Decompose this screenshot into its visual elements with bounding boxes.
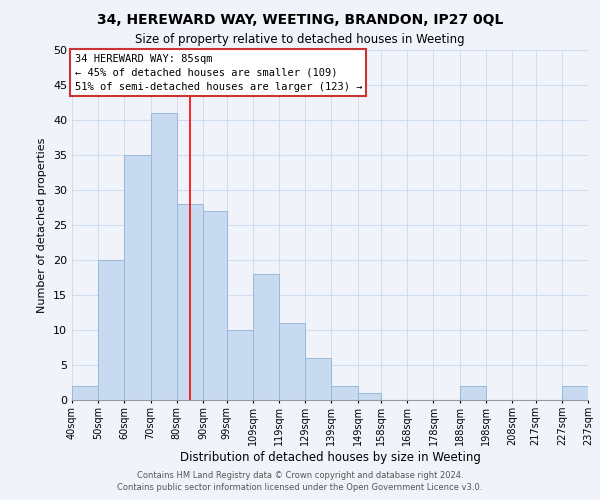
Bar [124, 155, 151, 400]
Text: Contains HM Land Registry data © Crown copyright and database right 2024.
Contai: Contains HM Land Registry data © Crown c… [118, 471, 482, 492]
Bar [460, 386, 486, 400]
Y-axis label: Number of detached properties: Number of detached properties [37, 138, 47, 312]
Bar [72, 386, 98, 400]
Bar [227, 330, 253, 400]
Bar [358, 393, 381, 400]
Bar [279, 323, 305, 400]
Bar [177, 204, 203, 400]
Bar [253, 274, 279, 400]
Bar [151, 113, 177, 400]
Bar [305, 358, 331, 400]
Text: 34, HEREWARD WAY, WEETING, BRANDON, IP27 0QL: 34, HEREWARD WAY, WEETING, BRANDON, IP27… [97, 12, 503, 26]
Bar [98, 260, 124, 400]
Bar [562, 386, 588, 400]
Bar [203, 211, 227, 400]
Bar [331, 386, 358, 400]
X-axis label: Distribution of detached houses by size in Weeting: Distribution of detached houses by size … [179, 450, 481, 464]
Text: 34 HEREWARD WAY: 85sqm
← 45% of detached houses are smaller (109)
51% of semi-de: 34 HEREWARD WAY: 85sqm ← 45% of detached… [74, 54, 362, 92]
Text: Size of property relative to detached houses in Weeting: Size of property relative to detached ho… [135, 32, 465, 46]
